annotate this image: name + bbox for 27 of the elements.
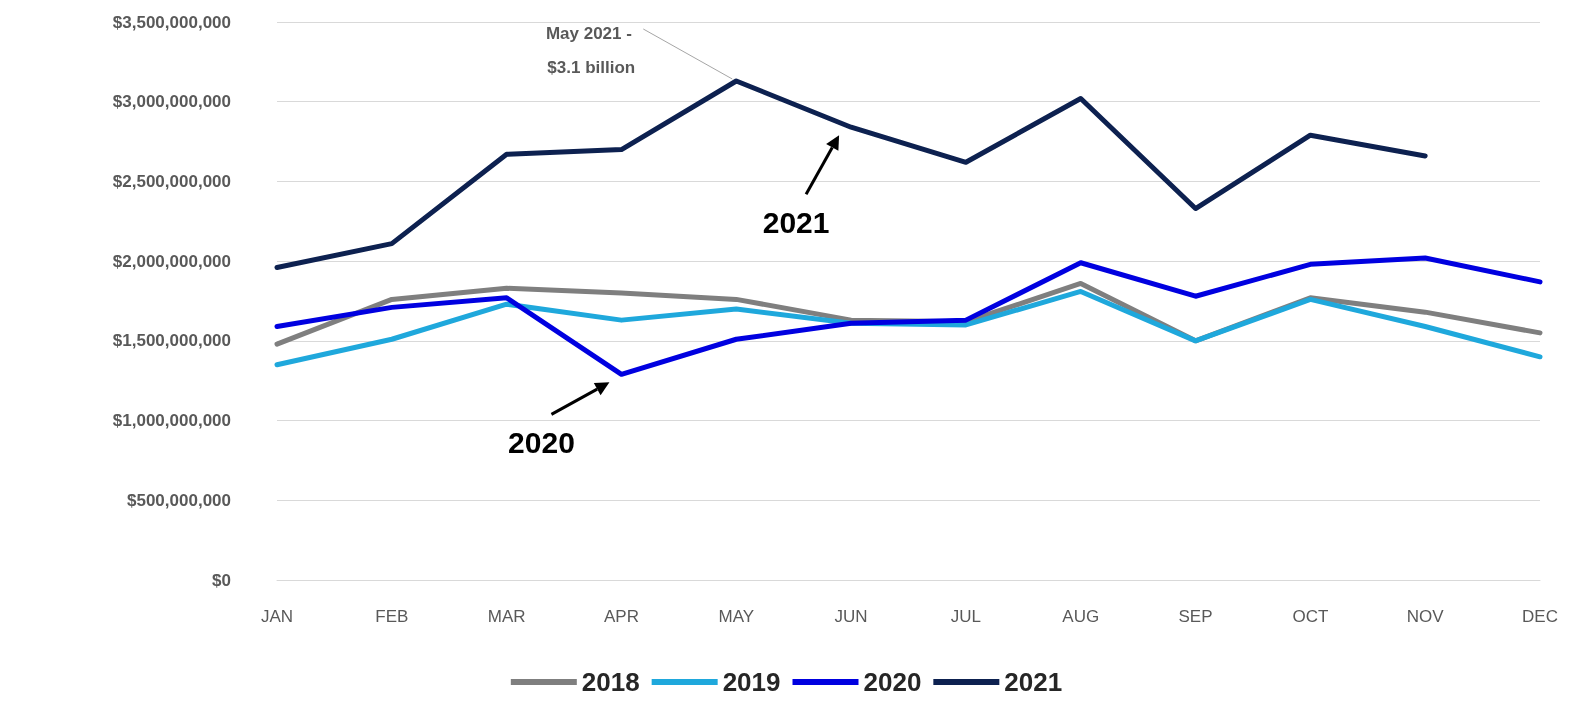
x-tick-label: JUN xyxy=(834,607,868,626)
x-tick-label: APR xyxy=(603,607,639,626)
y-tick-label: $2,000,000,000 xyxy=(112,251,231,271)
x-tick-label: AUG xyxy=(1062,607,1100,626)
annotation: May 2021 - $3.1 billion xyxy=(545,24,637,78)
y-tick-label: $1,500,000,000 xyxy=(112,331,231,351)
x-tick-label: JAN xyxy=(260,607,294,626)
x-tick-label: MAY xyxy=(718,607,755,626)
y-tick-label: $1,000,000,000 xyxy=(112,411,231,431)
legend-label: 2021 xyxy=(1004,667,1063,697)
y-tick-label: $3,500,000,000 xyxy=(112,12,231,32)
y-tick-label: $0 xyxy=(212,570,231,590)
x-tick-label: DEC xyxy=(1522,607,1558,626)
x-tick-label: SEP xyxy=(1178,607,1213,626)
x-tick-label: OCT xyxy=(1292,607,1329,626)
x-tick-label: NOV xyxy=(1406,607,1445,626)
annotation: 2020 xyxy=(508,425,575,459)
legend-label: 2018 xyxy=(581,667,640,697)
y-tick-label: $500,000,000 xyxy=(127,490,231,510)
y-tick-label: $3,000,000,000 xyxy=(112,92,231,112)
y-tick-label: $2,500,000,000 xyxy=(112,171,231,191)
x-tick-label: MAR xyxy=(487,607,526,626)
annotation: 2021 xyxy=(762,205,830,239)
x-tick-label: JUL xyxy=(950,607,982,626)
legend-label: 2020 xyxy=(863,667,922,697)
legend-label: 2019 xyxy=(722,667,781,697)
x-tick-label: FEB xyxy=(375,607,409,626)
